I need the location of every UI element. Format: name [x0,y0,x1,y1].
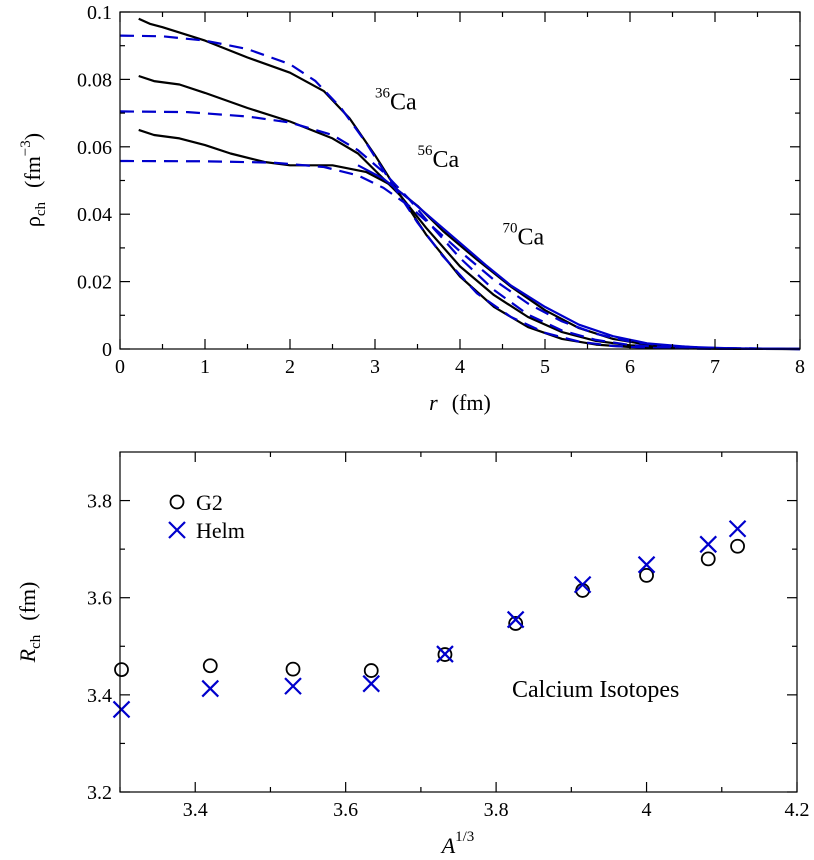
radius-y-tick-label: 3.8 [87,491,112,513]
radius-x-axis-title: A1/3 [440,829,475,858]
g2-point [730,538,745,554]
radius-y-tick-label: 3.4 [87,685,112,707]
density-x-tick-label: 5 [540,356,550,378]
density-x-tick-label: 0 [115,356,125,378]
legend-helm-label: Helm [196,518,245,543]
radius-y-tick-label: 3.6 [87,588,112,610]
density-x-tick-label: 1 [200,356,210,378]
density-axis-ticks: 0 1 2 3 4 5 6 7 8 0 0.02 0.04 0.06 0.08 0.1 [77,2,805,378]
density-x-tick-label: 4 [455,356,465,378]
density-x-tick-label: 6 [625,356,635,378]
radius-y-axis-title: Rch(fm) [15,582,44,664]
g2-point [202,658,218,674]
radius-x-tick-label: 3.4 [183,799,208,821]
radius-y-tick-label: 3.2 [87,782,112,804]
density-x-tick-label: 7 [710,356,720,378]
density-x-axis-title: r (fm) [429,390,491,415]
g2-point [363,663,379,678]
helm-point [728,519,747,538]
helm-point [284,677,302,695]
helm-point [362,674,381,693]
radius-x-tick-label: 4 [642,799,652,821]
density-x-tick-label: 8 [795,356,805,378]
g2-point [508,616,524,631]
density-y-tick-label: 0 [102,339,112,361]
density-curve-56ca [138,74,801,351]
radius-x-tick-label: 3.6 [333,799,358,821]
density-y-axis-title: ρch(fm−3) [18,133,49,227]
helm-point [201,679,220,698]
radius-points [112,519,747,719]
density-x-tick-label: 3 [370,356,380,378]
density-curve-helm-70ca-helm [119,159,801,351]
density-curve-helm-36ca-helm [119,34,801,351]
g2-point [639,567,654,583]
density-curve-helm-56ca-helm [119,110,801,351]
g2-point [437,647,453,662]
helm-point [637,555,656,574]
density-plot-frame [119,11,801,350]
radius-axis-ticks: 3.4 3.6 3.8 4 4.2 3.2 3.4 3.6 3.8 [87,452,810,821]
density-y-tick-label: 0.04 [77,204,112,226]
legend-g2-marker [169,494,185,510]
nucleus-label-36ca: 36Ca [375,86,417,116]
g2-point [700,551,716,567]
density-curve-36ca [138,17,801,351]
legend-g2-label: G2 [196,490,223,515]
nucleus-label-56ca: 56Ca [418,143,460,173]
legend: G2 Helm [168,490,245,543]
density-y-tick-label: 0.02 [77,272,112,294]
density-curve-70ca-helm-solid [357,164,801,351]
density-curves [119,17,801,351]
radius-plot: 3.4 3.6 3.8 4 4.2 3.2 3.4 3.6 3.8 G2 Helm Calciu… [15,451,810,858]
helm-point [112,700,131,719]
legend-helm-marker [168,521,186,539]
helm-point [699,535,718,554]
helm-point [436,645,454,663]
nucleus-label-70ca: 70Ca [503,221,545,251]
radius-x-tick-label: 3.8 [484,799,509,821]
radius-x-tick-label: 4.2 [785,799,810,821]
density-x-tick-label: 2 [285,356,295,378]
calcium-isotopes-label: Calcium Isotopes [512,677,679,703]
density-y-tick-label: 0.08 [77,69,112,91]
density-y-tick-label: 0.1 [87,2,112,24]
helm-point [573,575,592,594]
density-y-tick-label: 0.06 [77,137,112,159]
g2-point [114,662,129,677]
radius-plot-frame [119,451,798,793]
helm-point [506,610,525,629]
g2-point [285,661,301,677]
